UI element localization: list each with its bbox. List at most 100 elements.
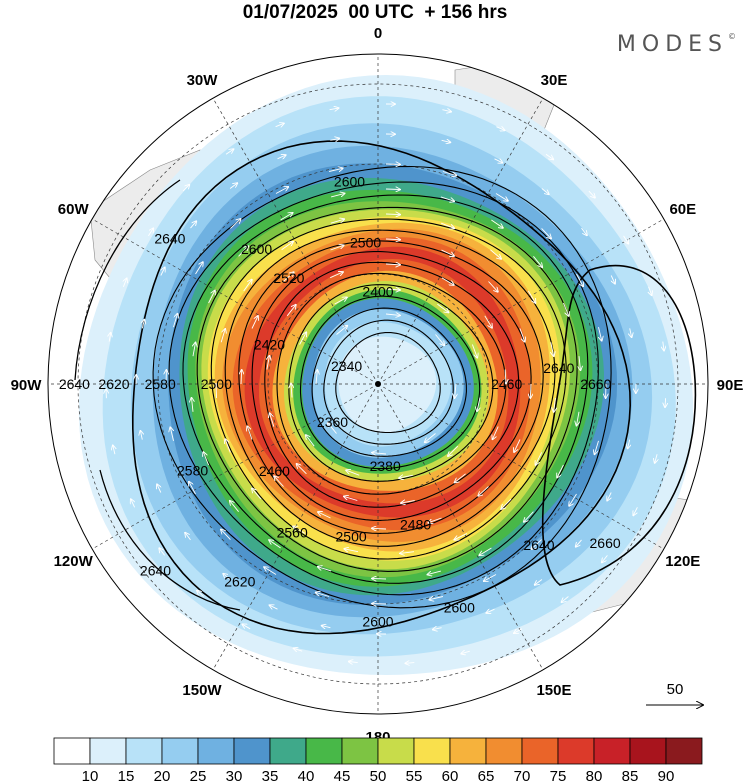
wind-arrow: [562, 596, 569, 603]
wind-arrow: [663, 341, 664, 351]
contour-label: 2600: [362, 614, 393, 630]
lon-label-30e: 30E: [541, 72, 568, 89]
colorbar-label: 80: [586, 768, 603, 782]
wind-arrow: [490, 249, 501, 259]
wind-arrow: [665, 398, 666, 407]
wind-arrow: [514, 628, 523, 633]
wind-arrow: [216, 384, 217, 399]
wind-arrow: [140, 431, 142, 440]
contour-label: 2340: [331, 358, 362, 374]
height-contours: [74, 140, 697, 635]
lon-label-0: 0: [374, 25, 382, 42]
wind-arrow: [385, 239, 400, 240]
colorbar-label: 25: [190, 768, 207, 782]
colorbar-cell: [125, 737, 163, 765]
wind-band-22: [338, 336, 437, 433]
contour-label: 2640: [140, 563, 171, 579]
wind-arrow: [173, 314, 178, 328]
wind-arrow: [611, 275, 615, 284]
colorbar-label: 55: [406, 768, 423, 782]
wind-arrow: [189, 482, 196, 495]
wind-arrow: [496, 127, 504, 131]
wind-arrow: [330, 272, 343, 279]
wind-arrow: [501, 498, 512, 509]
wind-arrow: [427, 570, 442, 575]
wind-arrow: [208, 291, 215, 304]
wind-arrow: [109, 333, 111, 342]
wind-arrow: [299, 332, 307, 345]
contour-line-outer: [132, 140, 632, 635]
wind-arrow: [193, 343, 196, 357]
colorbar-label: 85: [622, 768, 639, 782]
brand-name: MODES: [616, 32, 728, 57]
lon-label-60e: 60E: [669, 201, 696, 218]
wind-arrow: [344, 549, 359, 552]
wind-arrow: [433, 628, 442, 630]
wind-arrow: [441, 249, 455, 256]
wind-arrow: [123, 278, 126, 287]
wind-arrow: [349, 662, 358, 663]
wind-arrow: [455, 383, 456, 398]
lon-label-120e: 120E: [665, 553, 700, 570]
wind-arrow: [195, 262, 203, 275]
lon-label-150w: 150W: [182, 682, 222, 699]
colorbar-label: 20: [154, 768, 171, 782]
reference-vector: 50: [646, 681, 703, 705]
contour-label: 2500: [201, 376, 232, 392]
wind-arrow: [505, 369, 506, 384]
wind-arrow: [372, 528, 387, 529]
contour-line-6: [276, 272, 507, 495]
wind-arrow: [441, 277, 454, 285]
wind-arrow: [230, 501, 239, 512]
colorbar-label: 70: [514, 768, 531, 782]
contour-label: 2640: [59, 376, 90, 392]
wind-arrow: [495, 193, 508, 201]
colorbar: 10 15 20 25 30 35 40 45 50 55 60 65 70 75 80 85 90: [53, 737, 703, 782]
contour-label: 2600: [444, 599, 475, 615]
wind-arrow: [328, 423, 337, 434]
contour-line-1: [335, 331, 441, 434]
colorbar-label: 45: [334, 768, 351, 782]
wind-arrow: [306, 435, 315, 447]
wind-arrow: [142, 320, 144, 329]
wind-arrow: [270, 413, 275, 427]
wind-arrow: [524, 511, 534, 522]
contour-label: 2620: [98, 376, 129, 392]
colorbar-label: 75: [550, 768, 567, 782]
wind-arrow: [330, 138, 339, 140]
wind-arrow: [577, 411, 580, 426]
wind-arrow: [599, 326, 602, 341]
wind-arrow: [270, 605, 278, 609]
wind-arrow: [461, 651, 470, 654]
contour-label: 2640: [523, 537, 554, 553]
contour-line-12: [196, 206, 578, 572]
lon-label-30w: 30W: [187, 72, 219, 89]
wind-arrow: [442, 110, 451, 112]
contour-line-13: [182, 194, 589, 584]
map-title: 01/07/2025 00 UTC + 156 hrs: [242, 2, 508, 23]
contour-label: 2420: [254, 337, 285, 353]
colorbar-cell: [413, 737, 451, 765]
wind-arrow: [493, 426, 499, 440]
wind-arrow: [425, 433, 436, 443]
wind-arrow: [280, 213, 293, 221]
wind-arrow: [535, 579, 543, 585]
wind-arrow: [286, 305, 296, 317]
wind-arrow: [328, 168, 343, 171]
south-pole-marker: [375, 381, 381, 387]
colorbar-label: 35: [262, 768, 279, 782]
meridian-240: [92, 383, 379, 550]
wind-arrow: [281, 242, 293, 251]
wind-arrow: [322, 626, 331, 628]
colorbar-cell: [161, 737, 199, 765]
wind-arrow: [541, 228, 552, 238]
lon-label-150e: 150E: [536, 682, 571, 699]
wind-arrow: [437, 303, 448, 312]
colorbar-label: 50: [370, 768, 387, 782]
wind-arrow: [623, 235, 629, 244]
wind-arrow: [530, 383, 531, 398]
contour-line-2: [323, 319, 454, 445]
wind-arrow: [247, 426, 253, 440]
contour-line-10: [224, 229, 556, 547]
